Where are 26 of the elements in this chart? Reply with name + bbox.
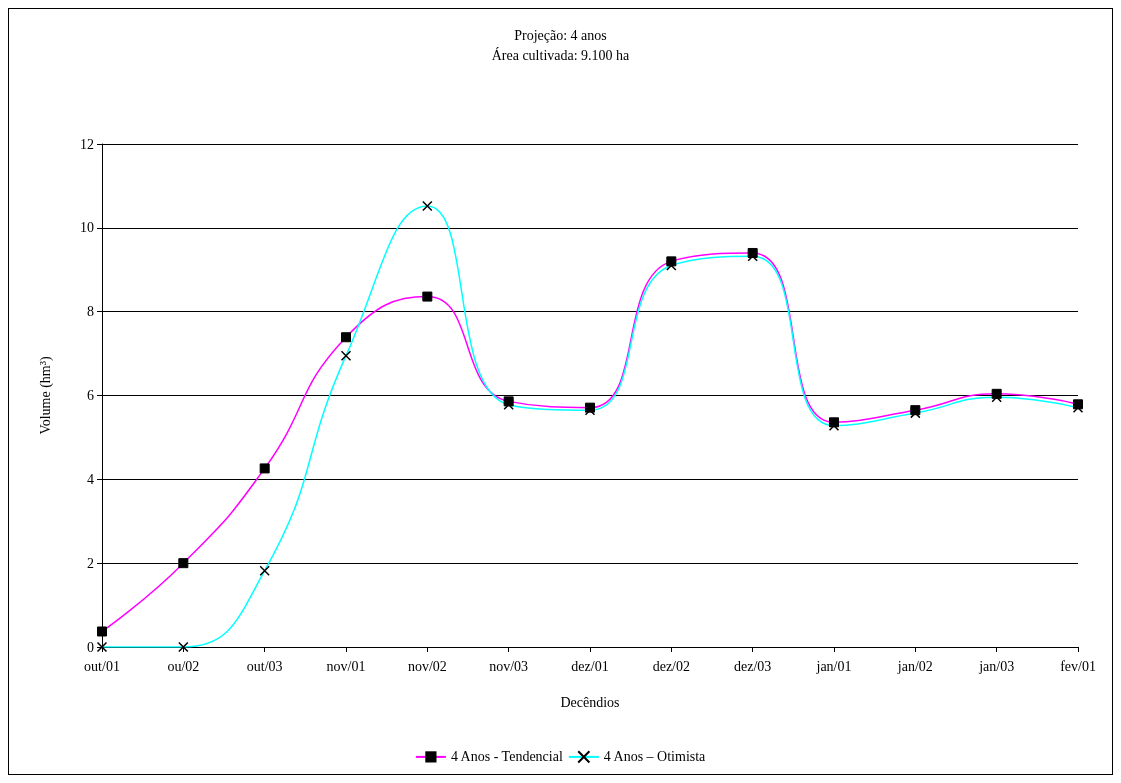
y-axis-title: Volume (hm³) xyxy=(37,356,54,435)
x-tick-label: fev/01 xyxy=(1060,658,1096,674)
x-tick-label: jan/01 xyxy=(815,658,852,674)
y-tick-label: 6 xyxy=(87,388,94,403)
y-tick-label: 0 xyxy=(87,639,94,655)
x-tick-label: ou/02 xyxy=(167,658,200,674)
x-tick-label: dez/02 xyxy=(652,658,690,674)
x-tick-label: out/01 xyxy=(84,658,120,674)
x-tick-label: out/03 xyxy=(246,658,283,674)
legend-label: 4 Anos - Tendencial xyxy=(450,749,563,765)
x-axis-title: Decêndios xyxy=(560,694,620,710)
x-tick-label: nov/03 xyxy=(489,658,529,674)
x-tick-label: nov/02 xyxy=(407,658,447,674)
y-tick-label: 8 xyxy=(87,304,94,320)
y-tick-label: 10 xyxy=(80,220,94,236)
chart-subtitle: Área cultivada: 9.100 ha xyxy=(491,46,631,63)
x-tick-label: dez/01 xyxy=(571,658,609,674)
x-tick-label: dez/03 xyxy=(734,658,772,674)
legend-label: 4 Anos – Otimista xyxy=(603,749,707,765)
x-tick-label: jan/03 xyxy=(978,658,1015,674)
y-tick-label: 4 xyxy=(87,471,94,487)
chart-title: Projeção: 4 anos xyxy=(514,27,607,43)
x-tick-label: nov/01 xyxy=(326,658,366,674)
y-tick-label: 12 xyxy=(80,136,94,152)
y-tick-label: 2 xyxy=(87,555,94,571)
x-tick-label: jan/02 xyxy=(896,658,933,674)
